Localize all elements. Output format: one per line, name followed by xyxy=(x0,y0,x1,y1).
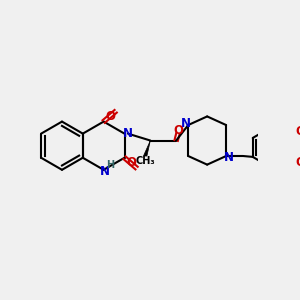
Text: CH₃: CH₃ xyxy=(135,156,155,166)
Text: O: O xyxy=(295,156,300,170)
Text: N: N xyxy=(123,127,133,140)
Text: H: H xyxy=(106,160,115,170)
Text: N: N xyxy=(224,151,234,164)
Text: O: O xyxy=(126,156,136,170)
Text: N: N xyxy=(100,165,110,178)
Text: O: O xyxy=(173,124,183,137)
Text: O: O xyxy=(106,110,116,123)
Text: O: O xyxy=(295,125,300,138)
Text: N: N xyxy=(181,117,190,130)
Polygon shape xyxy=(143,140,150,156)
